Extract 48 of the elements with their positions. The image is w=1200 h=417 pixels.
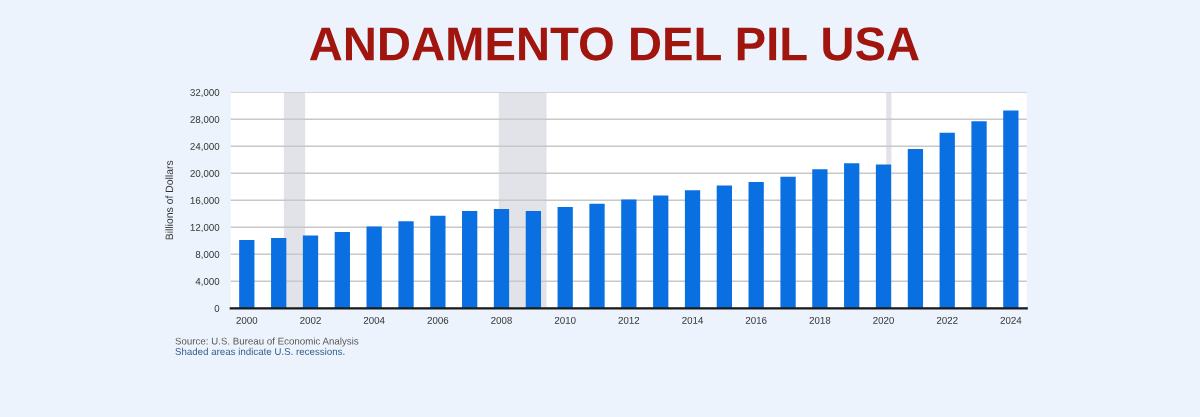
bar <box>748 182 764 309</box>
x-tick-label: 2022 <box>936 316 958 324</box>
bar <box>366 226 382 309</box>
y-tick-label: 12,000 <box>190 224 220 233</box>
bar <box>493 209 510 309</box>
bar <box>589 203 605 309</box>
x-tick-label: 2004 <box>363 316 385 324</box>
bar <box>939 132 955 309</box>
x-tick-label: 2008 <box>491 316 512 324</box>
bar <box>398 221 414 309</box>
y-tick-label: 8,000 <box>195 251 220 260</box>
y-tick-label: 20,000 <box>190 170 220 179</box>
source-note: Source: U.S. Bureau of Economic Analysis <box>175 337 359 347</box>
bar <box>716 185 732 309</box>
bar <box>334 232 350 309</box>
bar <box>621 199 637 309</box>
bar <box>239 240 255 309</box>
x-tick-label: 2024 <box>1000 316 1022 324</box>
y-tick-label: 4,000 <box>195 278 220 287</box>
y-tick-label: 32,000 <box>190 89 220 98</box>
x-tick-label: 2002 <box>300 316 321 324</box>
x-tick-label: 2006 <box>427 316 449 324</box>
bar <box>844 163 860 309</box>
chart-title: ANDAMENTO DEL PIL USA <box>309 27 919 61</box>
bar <box>907 148 924 309</box>
x-tick-label: 2014 <box>682 316 704 324</box>
x-tick-label: 2000 <box>236 316 258 324</box>
y-tick-label: 0 <box>214 305 220 312</box>
bar <box>430 215 446 309</box>
x-tick-label: 2020 <box>873 316 894 324</box>
y-axis-title: Billions of Dollars <box>165 160 173 240</box>
y-tick-label: 24,000 <box>190 143 220 152</box>
x-tick-label: 2016 <box>745 316 767 324</box>
bar <box>684 190 701 309</box>
bar <box>653 195 669 309</box>
y-tick-label: 16,000 <box>190 197 220 206</box>
bar <box>462 211 478 309</box>
bar <box>525 211 542 309</box>
bar <box>1003 110 1019 309</box>
x-tick-label: 2018 <box>809 316 831 324</box>
bar <box>971 121 987 309</box>
bar <box>557 207 573 309</box>
x-tick-label: 2010 <box>554 316 576 324</box>
text: Shaded areas indicate U.S. recessions. <box>175 347 345 355</box>
y-tick-label: 28,000 <box>190 116 220 125</box>
bar <box>812 169 828 309</box>
x-tick-label: 2012 <box>618 316 640 324</box>
bar <box>780 176 796 309</box>
